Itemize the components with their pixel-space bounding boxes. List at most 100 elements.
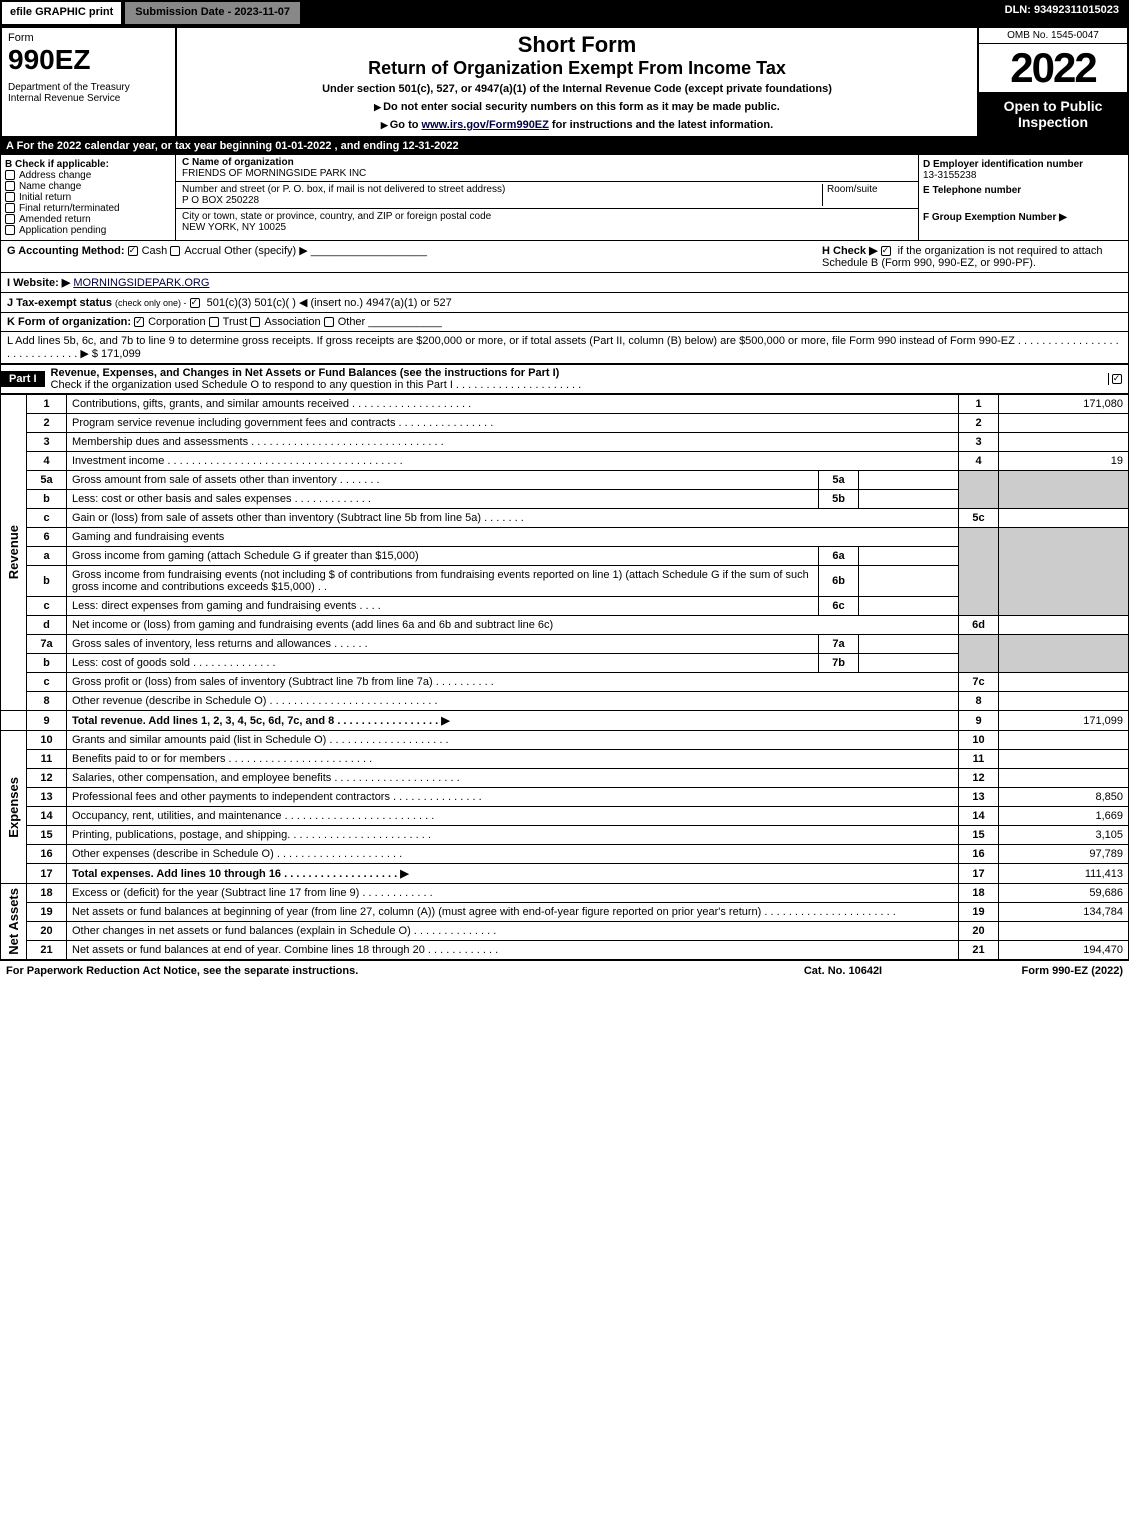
lines-table: Revenue 1Contributions, gifts, grants, a… [0,394,1129,960]
arrow-icon [374,101,383,113]
c-column: C Name of organization FRIENDS OF MORNIN… [176,155,918,240]
c-name-lbl: C Name of organization [182,157,912,168]
checkbox-icon[interactable] [5,170,15,180]
d-lbl: D Employer identification number [923,159,1124,170]
line-desc: Net income or (loss) from gaming and fun… [67,616,959,635]
k-opt: Other [338,316,366,328]
line-desc: Gross income from gaming (attach Schedul… [67,547,819,566]
part1-header: Part I Revenue, Expenses, and Changes in… [0,364,1129,394]
b-opt: Address change [19,170,91,181]
line-desc: Membership dues and assessments . . . . … [67,433,959,452]
b-opt: Application pending [19,225,106,236]
line-val: 111,413 [999,864,1129,884]
h-lbl: H Check ▶ [822,245,878,257]
part1-check: Check if the organization used Schedule … [51,379,582,391]
g-cash: Cash [142,245,168,257]
line-val: 97,789 [999,845,1129,864]
line-val: 3,105 [999,826,1129,845]
line-desc: Occupancy, rent, utilities, and maintena… [67,807,959,826]
line-desc: Excess or (deficit) for the year (Subtra… [67,884,959,903]
checkbox-icon[interactable] [881,246,891,256]
checkbox-icon[interactable] [209,317,219,327]
expenses-label: Expenses [6,777,21,838]
line-desc: Net assets or fund balances at beginning… [67,903,959,922]
line-val [999,750,1129,769]
b-opt: Initial return [19,192,71,203]
subval [859,490,959,509]
cat-no: Cat. No. 10642I [743,965,943,977]
j-opts: 501(c)(3) 501(c)( ) ◀ (insert no.) 4947(… [207,297,452,309]
org-city: NEW YORK, NY 10025 [182,222,912,233]
omb-number: OMB No. 1545-0047 [979,28,1127,44]
short-form-title: Short Form [183,32,971,58]
line-desc: Gain or (loss) from sale of assets other… [67,509,959,528]
checkbox-icon[interactable] [250,317,260,327]
j-lbl: J Tax-exempt status [7,297,112,309]
line-desc: Printing, publications, postage, and shi… [67,826,959,845]
line-val [999,769,1129,788]
form-number: 990EZ [8,44,169,76]
form-ref: Form 990-EZ (2022) [943,965,1123,977]
line-val [999,922,1129,941]
under-section: Under section 501(c), 527, or 4947(a)(1)… [183,83,971,95]
checkbox-icon[interactable] [134,317,144,327]
checkbox-icon[interactable] [5,203,15,213]
checkbox-icon[interactable] [5,214,15,224]
paperwork-notice: For Paperwork Reduction Act Notice, see … [6,965,743,977]
k-opt: Trust [223,316,248,328]
goto-pre: Go to [390,119,422,131]
line-desc: Other revenue (describe in Schedule O) .… [67,692,959,711]
b-opt: Amended return [19,214,91,225]
org-street: P O BOX 250228 [182,195,822,206]
k-opt: Corporation [148,316,205,328]
b-opt: Final return/terminated [19,203,120,214]
checkbox-icon[interactable] [5,225,15,235]
line-val: 194,470 [999,941,1129,960]
b-opt: Name change [19,181,81,192]
subval [859,654,959,673]
g-accrual: Accrual [184,245,221,257]
checkbox-icon[interactable] [190,298,200,308]
subline: 5b [819,490,859,509]
line-desc: Net assets or fund balances at end of ye… [67,941,959,960]
b-column: B Check if applicable: Address change Na… [1,155,176,240]
checkbox-icon[interactable] [128,246,138,256]
line-desc: Total expenses. Add lines 10 through 16 … [72,868,409,880]
revenue-label: Revenue [6,525,21,579]
website-link[interactable]: MORNINGSIDEPARK.ORG [73,277,209,289]
c-city-lbl: City or town, state or province, country… [182,211,912,222]
dept-irs: Internal Revenue Service [8,93,169,104]
checkbox-icon[interactable] [1112,374,1122,384]
line-desc: Less: cost of goods sold . . . . . . . .… [67,654,819,673]
checkbox-icon[interactable] [324,317,334,327]
line-val: 59,686 [999,884,1129,903]
subline: 7a [819,635,859,654]
line-desc: Less: cost or other basis and sales expe… [67,490,819,509]
line-desc: Other expenses (describe in Schedule O) … [67,845,959,864]
subval [859,471,959,490]
line-desc: Gross sales of inventory, less returns a… [67,635,819,654]
line-desc: Contributions, gifts, grants, and simila… [67,395,959,414]
line-desc: Less: direct expenses from gaming and fu… [67,597,819,616]
dept-treasury: Department of the Treasury [8,82,169,93]
footer: For Paperwork Reduction Act Notice, see … [0,960,1129,981]
k-opt: Association [264,316,320,328]
checkbox-icon[interactable] [5,181,15,191]
section-a: A For the 2022 calendar year, or tax yea… [0,138,1129,154]
k-lbl: K Form of organization: [7,316,131,328]
goto-link[interactable]: www.irs.gov/Form990EZ [422,119,549,131]
checkbox-icon[interactable] [5,192,15,202]
subline: 6a [819,547,859,566]
line-val [999,673,1129,692]
form-left: Form 990EZ Department of the Treasury In… [2,28,177,136]
line-desc: Total revenue. Add lines 1, 2, 3, 4, 5c,… [72,715,450,727]
line-val [999,414,1129,433]
subline: 6b [819,566,859,597]
tax-year: 2022 [979,44,1127,92]
goto-post: for instructions and the latest informat… [549,119,773,131]
checkbox-icon[interactable] [170,246,180,256]
line-desc: Gross income from fundraising events (no… [67,566,819,597]
e-lbl: E Telephone number [923,185,1124,196]
i-lbl: I Website: ▶ [7,277,70,289]
g-other: Other (specify) [224,245,296,257]
